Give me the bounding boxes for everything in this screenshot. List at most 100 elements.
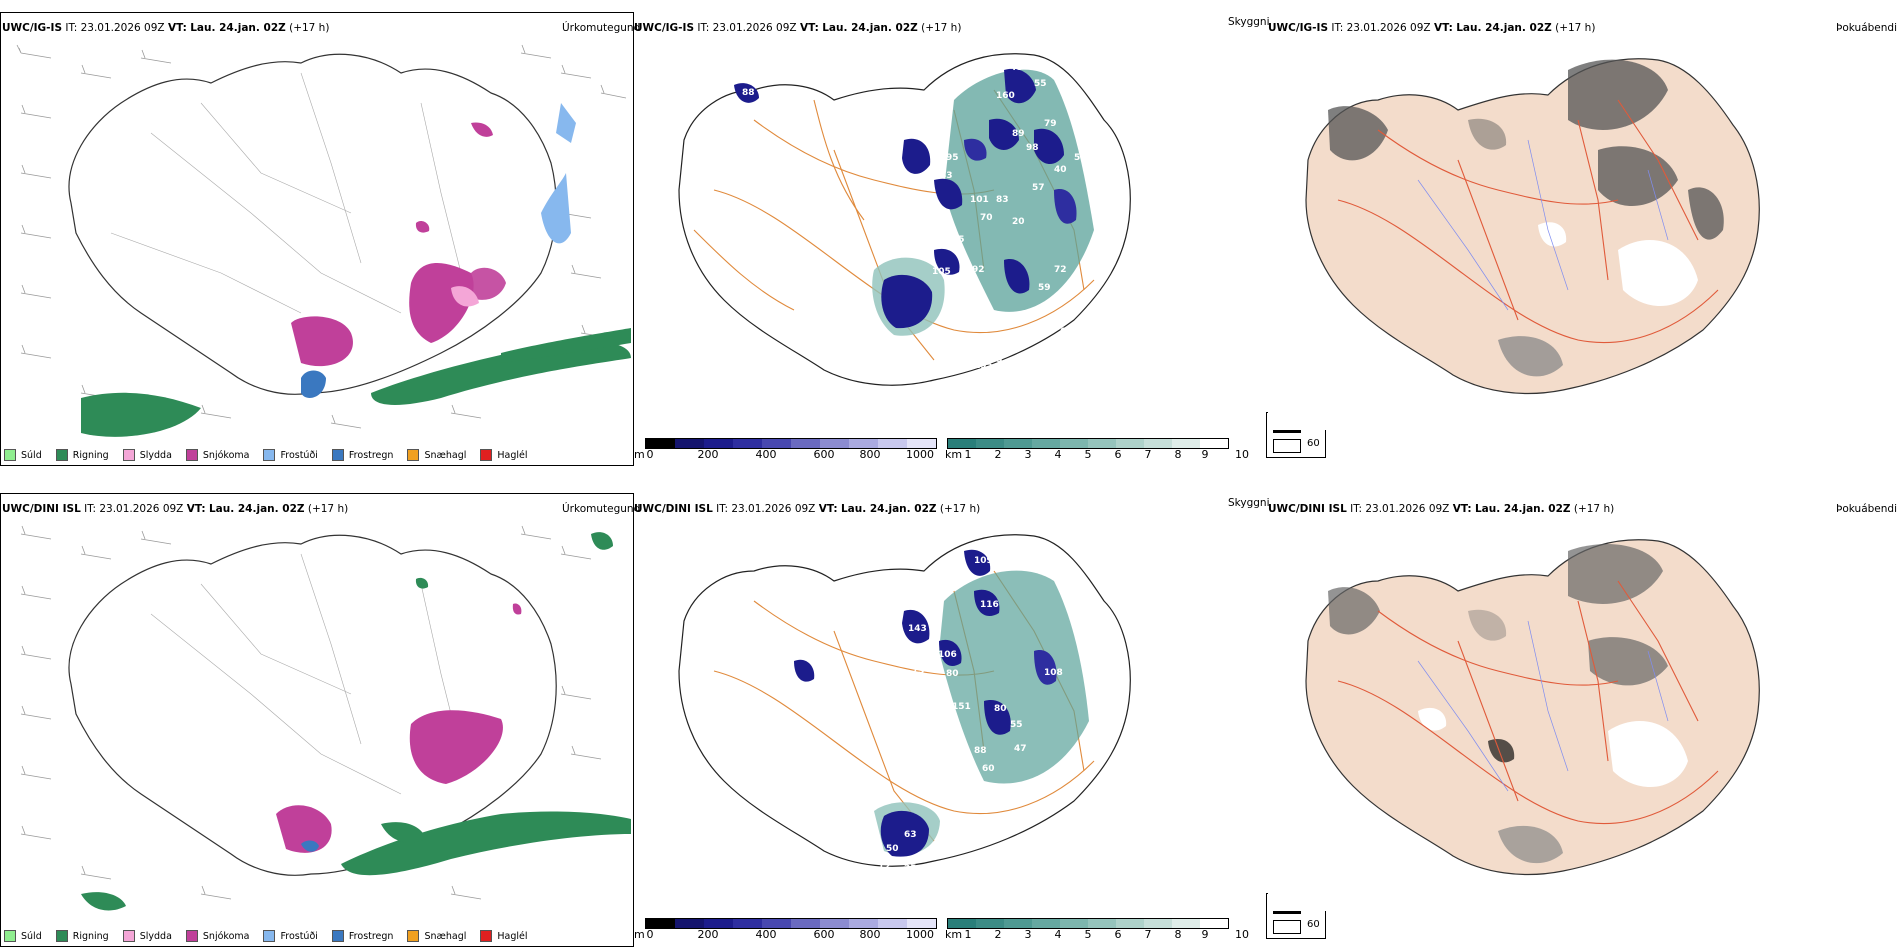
panel-title-cloud-row2: Skyggni [1228,497,1270,509]
cloud-base-values: 109 116 143 106 73 80 108 80 55 151 88 6… [878,556,1063,874]
legend-swatch [4,930,16,942]
cloud-value: 55 [1010,720,1023,730]
colorbar-tick: 10 [1235,928,1249,941]
colorbar-tick: 6 [1114,928,1122,941]
cloud-value: 95 [946,153,959,163]
colorbar-tick: 600 [813,448,835,461]
colorbar-segment [1060,919,1088,928]
colorbar-segment [1060,439,1088,448]
colorbar-tick: 4 [1054,928,1062,941]
model-name: UWC/IG-IS [1268,22,1329,34]
colorbar-tick: 400 [755,448,777,461]
fog-map-row2 [1305,539,1760,876]
colorbar-tick: 400 [755,928,777,941]
cloud-value: 55 [1034,79,1047,89]
cloud-value: 40 [1054,165,1067,175]
header-cloud-row1: UWC/IG-IS IT: 23.01.2026 09Z VT: Lau. 24… [634,22,961,34]
header-fog-row1: UWC/IG-IS IT: 23.01.2026 09Z VT: Lau. 24… [1268,22,1595,34]
legend-swatch [122,930,135,942]
cloud-value: 43 [990,355,1003,365]
cloud-value: 25 [904,864,917,874]
legend-label: Slydda [139,930,172,942]
precip-map-row2 [20,525,631,911]
colorbar-segment [762,439,791,448]
colorbar-tick: 7 [1144,928,1152,941]
precip-map-row1 [16,44,631,437]
valid-label: VT: [186,503,206,515]
colorbar-tick: 1000 [906,448,934,461]
cloud-value: 50 [886,844,899,854]
legend-swatch [263,930,276,942]
legend-label: Snæhagl [424,930,467,942]
colorbar-tick: 200 [697,928,719,941]
visibility-unit: km [945,928,963,941]
colorbar-tick: 1000 [906,928,934,941]
cloud-value: 80 [1044,303,1057,313]
cloud-base-values: 88 48 55 160 79 89 98 95 40 101 57 55 43… [742,63,1099,399]
issue-time: IT: 23.01.2026 09Z [65,22,165,34]
colorbar-segment [948,919,976,928]
fog-panel-row1 [1268,30,1900,430]
legend-label: Rigning [72,449,109,461]
colorbar-segment [675,439,704,448]
fog-clear-areas [1418,707,1688,788]
colorbar-segment [1172,439,1200,448]
cloud-value: 79 [1044,119,1057,129]
colorbar-segment [1116,439,1144,448]
valid-label: VT: [167,22,187,34]
legend-swatch [122,449,135,461]
legend-label: Haglél [497,449,528,461]
valid-time: Lau. 24.jan. 02Z [208,503,305,515]
valid-time: Lau. 24.jan. 02Z [840,503,937,515]
colorbar-segment [849,919,878,928]
colorbar-segment [646,439,675,448]
legend-item: Súld [4,930,42,942]
colorbar-segment [907,919,936,928]
colorbar-segment [1004,919,1032,928]
colorbar-tick: 9 [1201,448,1209,461]
panel-title-precip-row1: Úrkomutegund [562,22,641,34]
cloud-value: 43 [940,171,953,181]
panel-title-fog-row2: Þokuábendi [1836,503,1897,515]
legend-label: Frostúði [280,449,318,461]
colorbar-segment [1200,439,1228,448]
lead-time: (+17 h) [1555,22,1596,34]
colorbar-tick: 10 [1235,448,1249,461]
cloud-value: 80 [946,669,959,679]
legend-label: Súld [21,930,42,942]
legend-swatch [331,449,344,461]
cloud-value: 80 [994,704,1007,714]
colorbar-segment [976,919,1004,928]
colorbar-segment [791,919,820,928]
colorbar-tick: 0 [646,928,654,941]
legend-item: Haglél [480,449,528,461]
colorbar-segment [820,439,849,448]
legend-item: Rigning [55,930,109,942]
cloud-base-unit: m [634,448,645,461]
lead-time: (+17 h) [1573,503,1615,515]
lead-time: (+17 h) [939,503,981,515]
cloud-base-unit: m [634,928,645,941]
cloud-value: 109 [974,556,993,566]
cloud-value: 143 [908,624,927,634]
wind-barbs [20,525,602,900]
cloud-value: 195 [974,361,993,371]
legend-item: Frostúði [263,449,318,461]
legend-label: Rigning [72,930,109,942]
colorbar-segment [704,919,733,928]
visibility-unit: km [945,448,963,461]
colorbar-segment [1144,439,1172,448]
legend-swatch [407,449,420,461]
colorbar-tick: 4 [1054,448,1062,461]
cloud-value: 89 [1012,129,1025,139]
cloud-map-row1: 88 48 55 160 79 89 98 95 40 101 57 55 43… [678,53,1131,399]
cloud-value: 73 [912,666,925,676]
legend-swatch [55,930,68,942]
legend-swatch [55,449,68,461]
colorbar-segment [1116,919,1144,928]
colorbar-segment [1032,919,1060,928]
valid-time: Lau. 24.jan. 02Z [190,22,286,34]
header-precip-row2: UWC/DINI ISL IT: 23.01.2026 09Z VT: Lau.… [2,503,348,515]
legend-label: Snjókoma [202,930,250,942]
lead-time: (+17 h) [307,503,349,515]
